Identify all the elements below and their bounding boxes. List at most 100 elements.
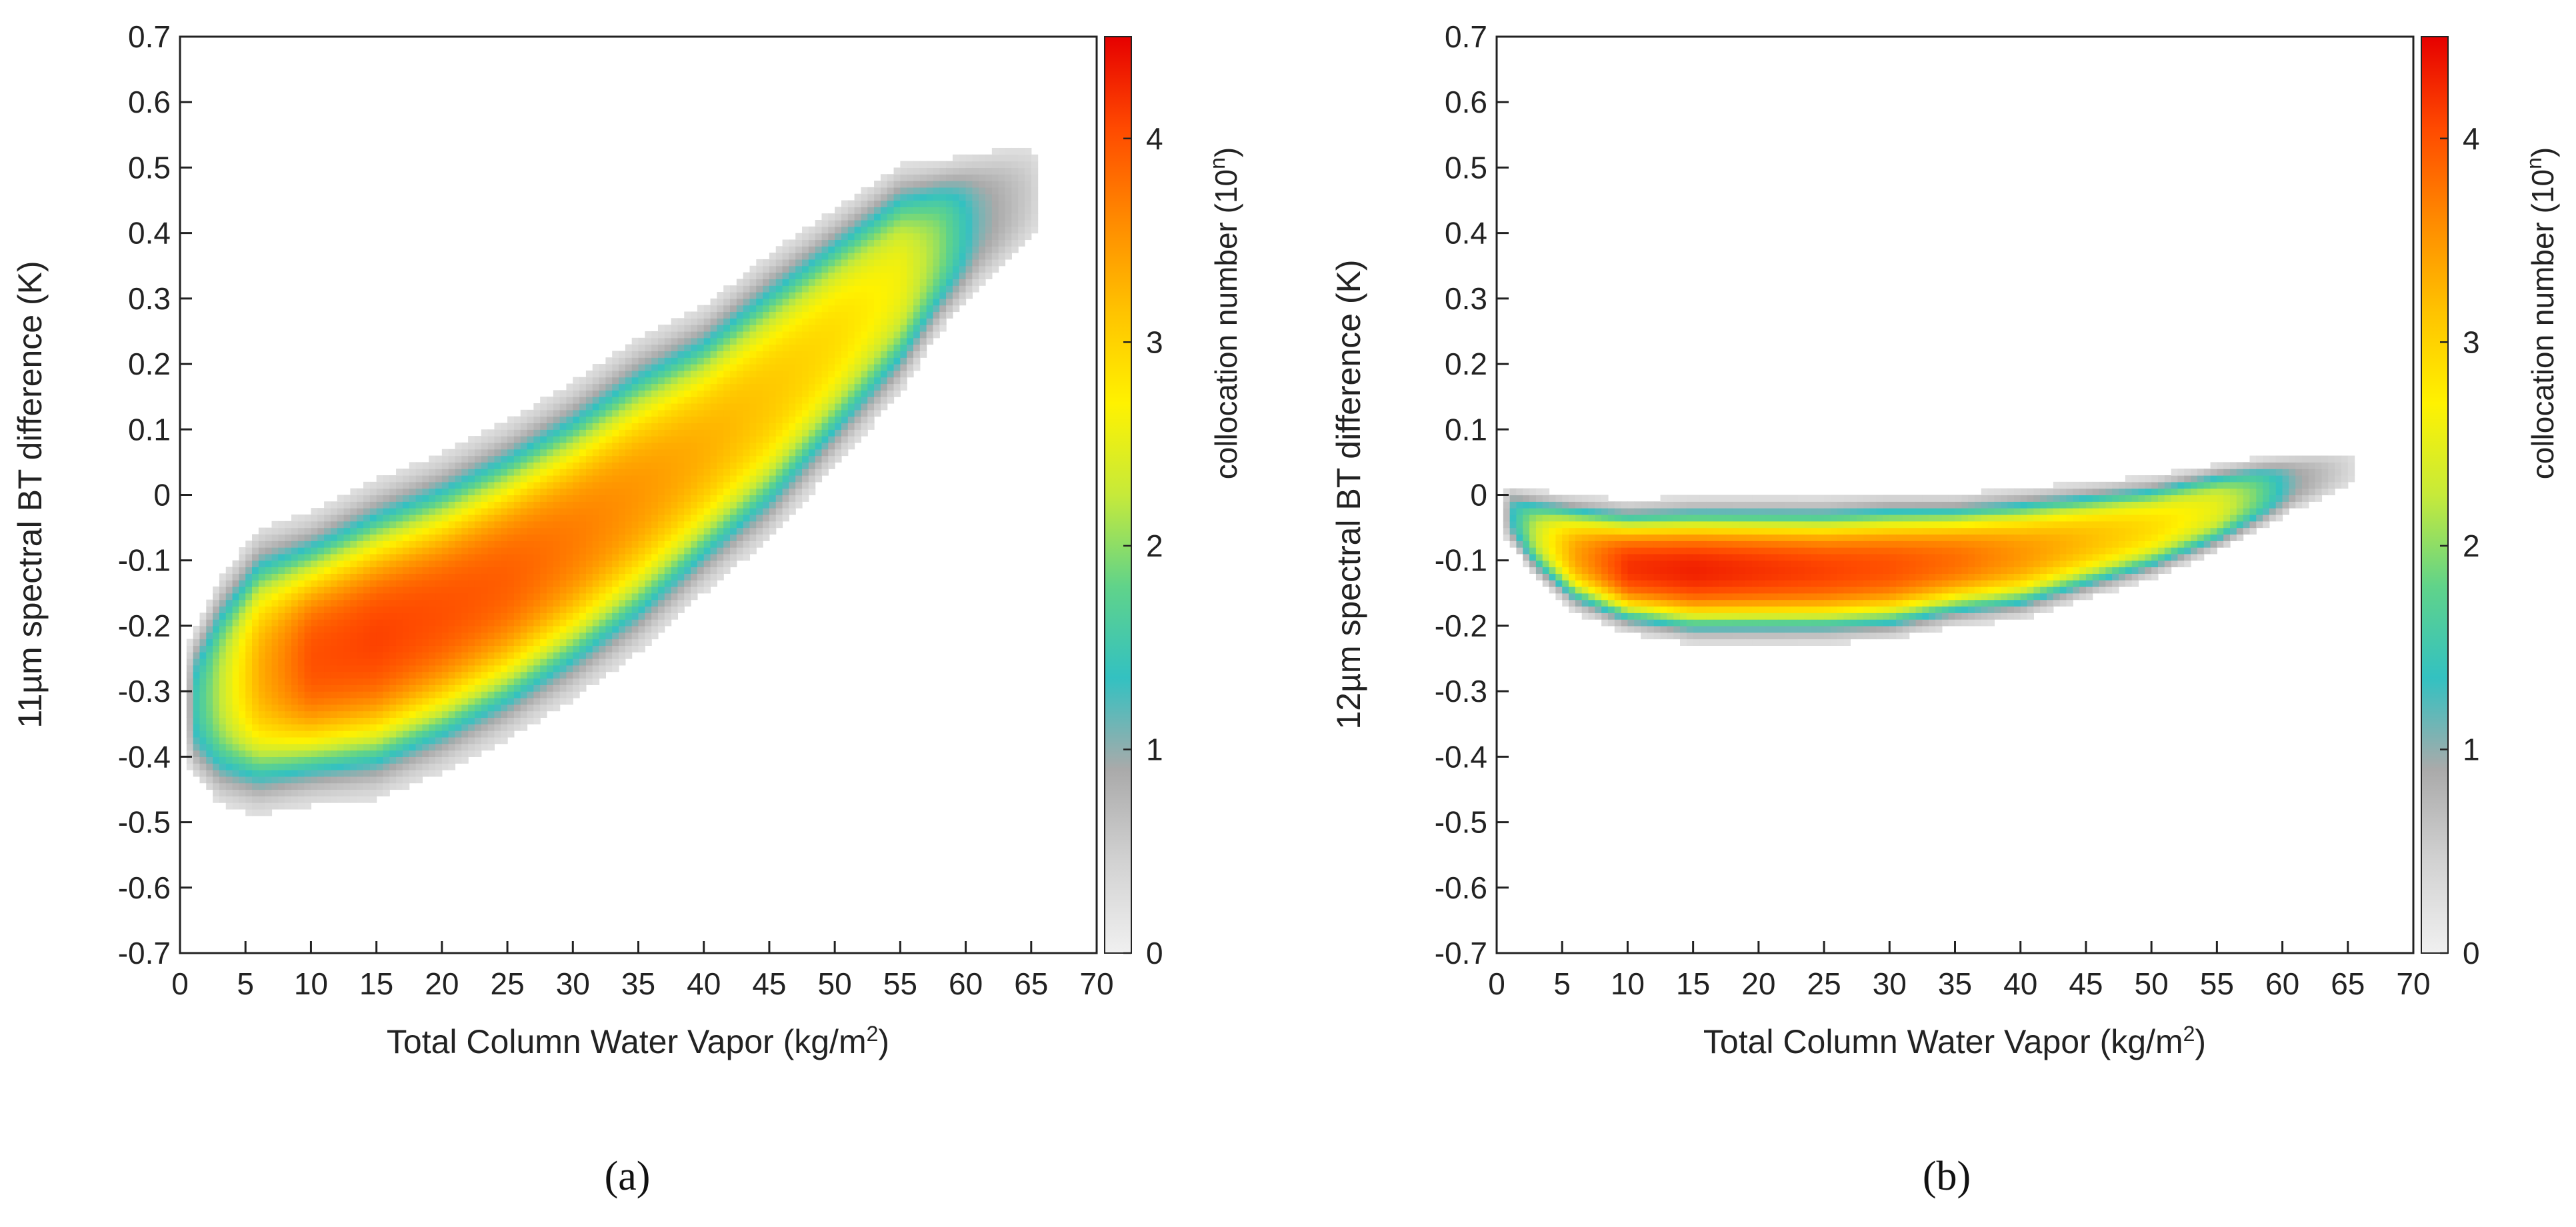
heatmap-cell [232,802,239,810]
heatmap-cell [487,678,495,685]
heatmap-cell [566,521,573,529]
heatmap-cell [775,279,783,286]
heatmap-cell [285,599,292,607]
heatmap-cell [756,534,763,541]
heatmap-cell [619,455,626,463]
heatmap-cell [441,730,449,738]
heatmap-cell [763,331,770,339]
heatmap-cell [533,514,541,522]
heatmap-cell [317,730,325,738]
heatmap-cell [808,253,816,260]
heatmap-cell [703,527,711,535]
heatmap-cell [363,495,371,502]
heatmap-cell [821,325,829,332]
heatmap-cell [854,272,862,279]
heatmap-cell [429,613,436,620]
heatmap-cell [651,606,659,613]
heatmap-cell [409,521,417,529]
heatmap-cell [441,671,449,679]
heatmap-cell [671,593,679,601]
heatmap-cell [402,697,410,705]
heatmap-cell [553,625,561,633]
heatmap-cell [474,743,482,751]
heatmap-cell [913,200,921,207]
heatmap-cell [789,409,796,417]
heatmap-cell [285,710,292,718]
heatmap-cell [481,697,489,705]
heatmap-cell [605,370,613,378]
heatmap-cell [933,272,940,279]
heatmap-cell [494,580,501,587]
heatmap-cell [455,587,462,594]
heatmap-cell [933,292,940,299]
heatmap-cell [749,534,757,541]
heatmap-cell [422,770,429,777]
heatmap-cell [415,580,423,587]
heatmap-cell [553,462,561,469]
heatmap-cell [487,638,495,646]
heatmap-cell [592,580,600,587]
heatmap-cell [343,599,351,607]
heatmap-cell [513,488,521,496]
heatmap-cell [847,318,855,325]
heatmap-cell [657,455,665,463]
heatmap-cell [225,763,233,770]
heatmap-cell [540,671,547,679]
heatmap-cell [527,691,534,698]
heatmap-cell [245,541,253,548]
heatmap-cell [533,403,541,411]
heatmap-cell [749,501,757,509]
heatmap-cell [651,599,659,607]
heatmap-cell [874,272,881,279]
heatmap-cell [520,429,528,437]
heatmap-cell [219,697,227,705]
heatmap-cell [592,573,600,581]
heatmap-cell [324,619,331,626]
heatmap-cell [775,298,783,306]
heatmap-cell [448,469,456,476]
heatmap-cell [343,776,351,784]
heatmap-cell [847,397,855,404]
heatmap-cell [199,756,207,764]
heatmap-cell [429,678,436,685]
heatmap-cell [271,717,279,724]
heatmap-cell [599,370,606,378]
heatmap-cell [723,383,731,391]
heatmap-cell [566,514,573,522]
heatmap-cell [619,514,626,522]
heatmap-cell [533,691,541,698]
heatmap-cell [357,789,364,796]
heatmap-cell [919,305,927,313]
heatmap-cell [487,625,495,633]
heatmap-cell [579,383,587,391]
heatmap-cell [278,553,285,561]
heatmap-cell [219,593,227,601]
heatmap-cell [717,541,724,548]
heatmap-cell [599,521,606,529]
heatmap-cell [919,220,927,227]
heatmap-cell [900,272,907,279]
heatmap-cell [631,455,639,463]
heatmap-cell [527,567,534,574]
heatmap-cell [605,449,613,457]
heatmap-cell [664,423,672,430]
heatmap-cell [736,416,744,424]
heatmap-cell [402,730,410,738]
heatmap-cell [396,567,403,574]
heatmap-cell [363,613,371,620]
heatmap-cell [900,331,907,339]
heatmap-cell [880,403,888,411]
heatmap-cell [513,429,521,437]
heatmap-cell [455,671,462,679]
heatmap-cell [874,390,881,397]
heatmap-cell [782,449,789,457]
heatmap-cell [402,481,410,489]
heatmap-cell [324,652,331,659]
heatmap-cell [501,455,508,463]
heatmap-cell [429,488,436,496]
heatmap-cell [429,658,436,666]
heatmap-cell [239,580,246,587]
heatmap-cell [677,587,685,594]
heatmap-cell [278,567,285,574]
heatmap-cell [317,763,325,770]
